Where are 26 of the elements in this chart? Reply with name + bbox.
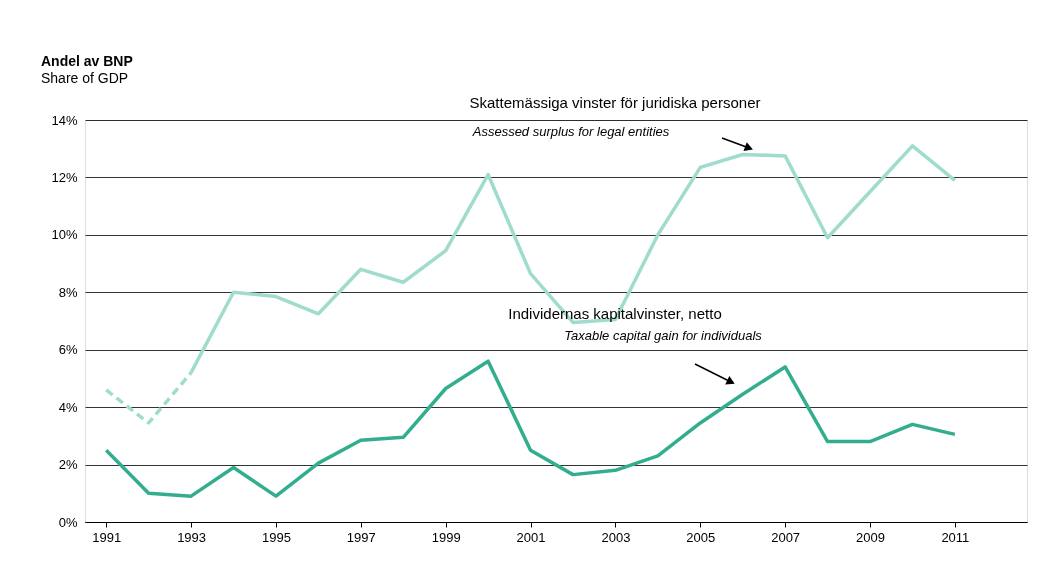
x-tick-label: 2001 (516, 529, 546, 545)
y-tick-label: 14% (51, 112, 78, 128)
annotation: Assessed surplus for legal entities (471, 124, 670, 139)
x-tick-label: 1991 (92, 529, 122, 545)
x-tick-label: 2011 (941, 529, 970, 545)
line-series (104, 359, 957, 498)
text: Skattemässiga vinster för juridiska personer (469, 94, 761, 111)
x-tick-label: 2003 (601, 529, 631, 545)
x-tick-label: 1993 (177, 529, 207, 545)
y-tick-label: 0% (58, 514, 78, 530)
x-tick-label: 2005 (686, 529, 716, 545)
annotation: Individernas kapitalvinster, netto (508, 305, 722, 322)
y-tick-label: 4% (58, 399, 78, 415)
y-tick-label: 8% (58, 284, 78, 300)
x-tick-label: 1997 (346, 529, 376, 545)
y-tick-label: 6% (58, 342, 78, 358)
annotation: Taxable capital gain for individuals (564, 328, 763, 343)
y-tick-label: 12% (51, 169, 78, 185)
chart-title: Andel av BNP (40, 53, 133, 69)
y-tick-label: 2% (58, 457, 78, 473)
x-tick-label: 2009 (856, 529, 885, 545)
x-tick-label: 1999 (431, 529, 461, 545)
chart-subtitle: Share of GDP (40, 70, 129, 86)
x-tick-label: 2007 (771, 529, 801, 545)
y-tick-label: 10% (51, 227, 78, 243)
x-tick-label: 1995 (261, 529, 291, 545)
